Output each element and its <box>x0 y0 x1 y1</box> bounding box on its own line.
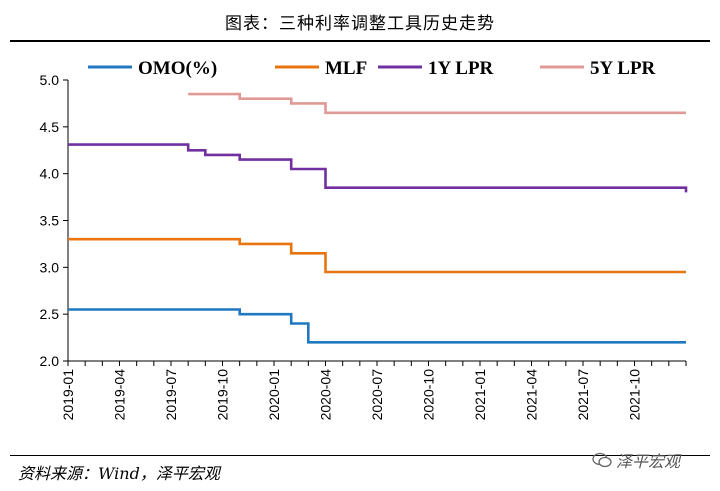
legend-5y-lpr-label: 5Y LPR <box>590 58 656 79</box>
legend-mlf-label: MLF <box>325 58 367 79</box>
y-tick-label: 4.5 <box>40 119 60 135</box>
x-tick-label: 2019-01 <box>60 369 76 421</box>
y-tick-label: 3.5 <box>40 213 60 229</box>
y-tick-label: 2.0 <box>40 353 60 369</box>
series-line-1y-lpr <box>68 143 688 193</box>
series-line-5y-lpr <box>188 92 686 115</box>
series-line-mlf <box>68 237 686 274</box>
chart-title: 图表：三种利率调整工具历史走势 <box>225 14 495 34</box>
x-tick-label: 2021-04 <box>524 369 540 421</box>
wechat-icon <box>592 452 612 468</box>
x-tick-label: 2021-01 <box>472 369 488 421</box>
legend-1y-lpr-label: 1Y LPR <box>428 58 494 79</box>
legend: OMO(%) MLF 1Y LPR 5Y LPR <box>88 58 656 79</box>
footer-divider <box>10 455 710 456</box>
x-tick-label: 2020-01 <box>266 369 282 421</box>
legend-omo-label: OMO(%) <box>138 58 217 79</box>
x-tick-label: 2021-07 <box>575 369 591 421</box>
watermark: 泽平宏观 <box>592 448 680 472</box>
line-chart: OMO(%) MLF 1Y LPR 5Y LPR 5.0 4.5 4.0 3.5 3.0 2.5… <box>40 58 688 421</box>
y-tick-label: 4.0 <box>40 166 60 182</box>
y-tick-label: 3.0 <box>40 259 60 275</box>
y-tick-label: 2.5 <box>40 306 60 322</box>
x-tick-label: 2020-04 <box>318 369 334 421</box>
watermark-text: 泽平宏观 <box>616 452 681 471</box>
x-tick-label: 2020-10 <box>421 369 437 421</box>
x-tick-label: 2021-10 <box>627 369 643 421</box>
title-divider <box>10 40 710 42</box>
x-tick-label: 2020-07 <box>369 369 385 421</box>
source-note: 资料来源：Wind，泽平宏观 <box>18 464 220 483</box>
series-line-omo <box>68 308 686 344</box>
y-tick-label: 5.0 <box>40 72 60 88</box>
x-tick-label: 2019-07 <box>163 369 179 421</box>
x-tick-label: 2019-10 <box>215 369 231 421</box>
x-tick-label: 2019-04 <box>112 369 128 421</box>
